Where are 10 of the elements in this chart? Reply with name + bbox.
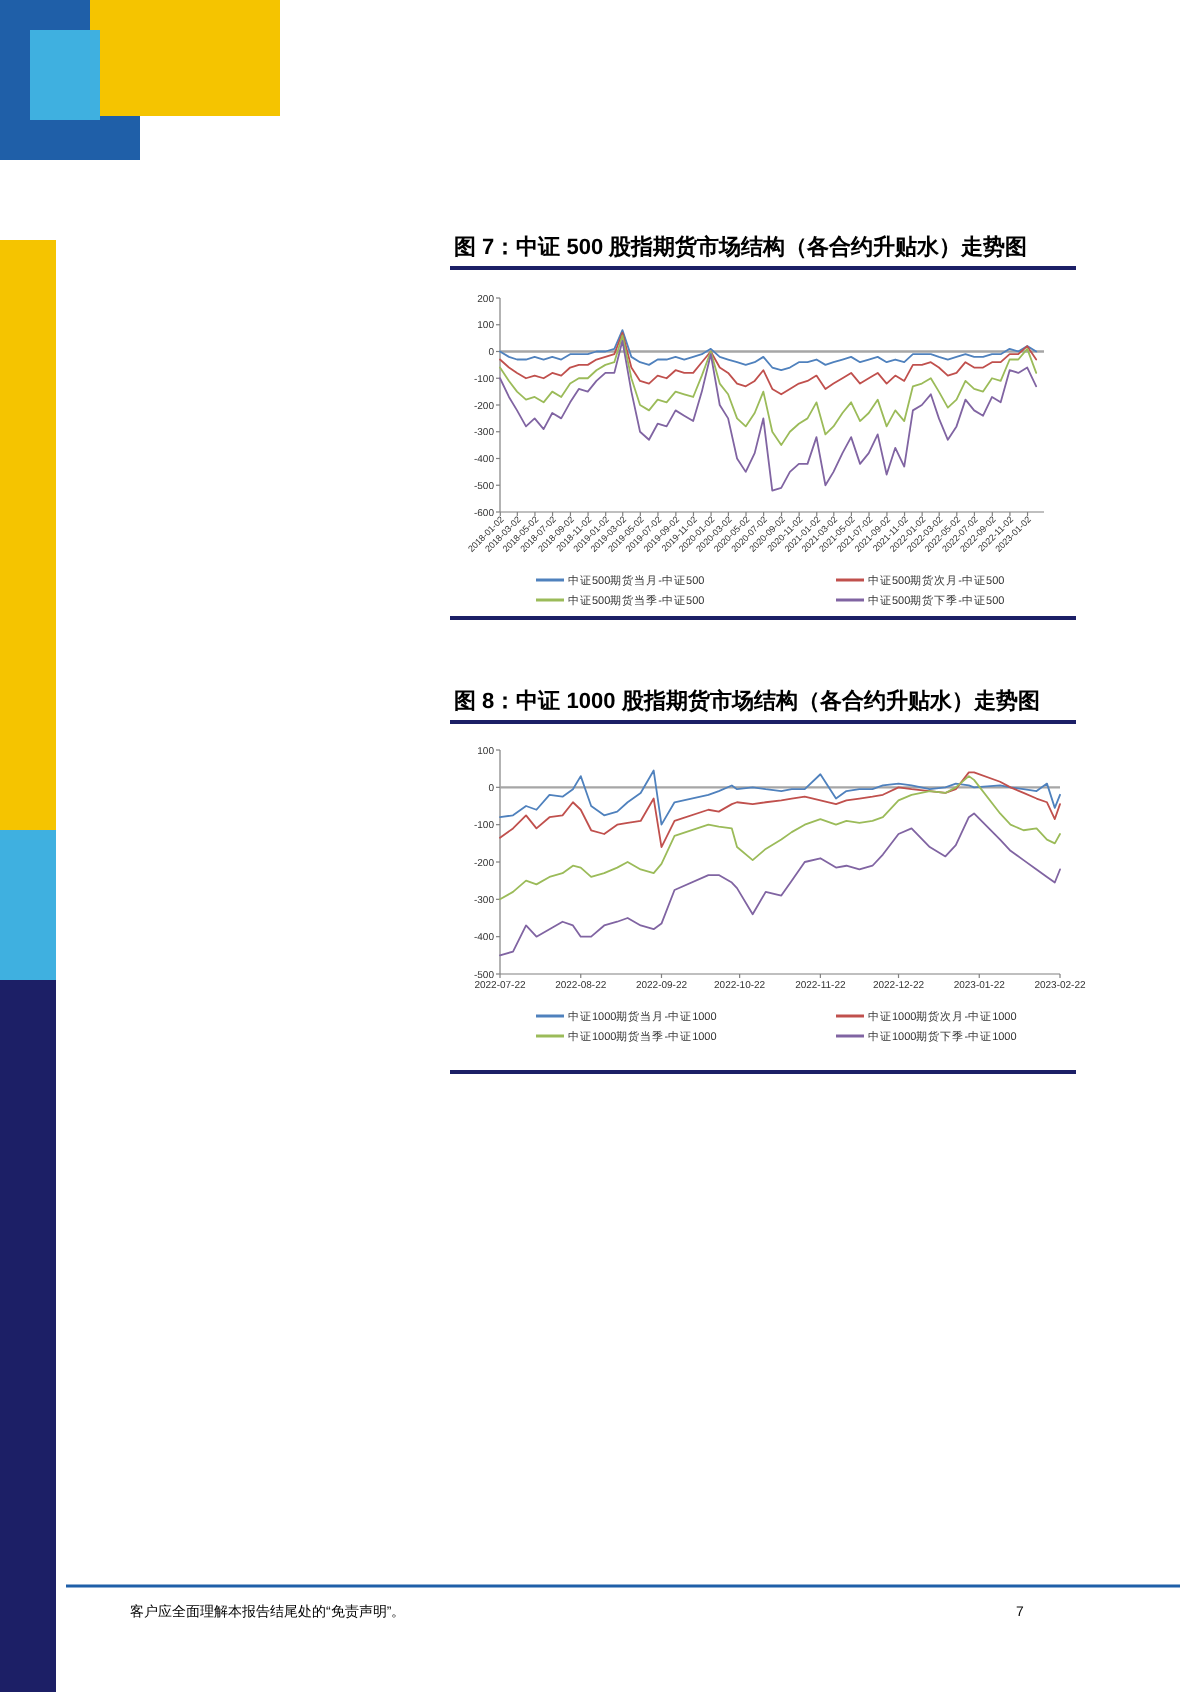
chart-title: 图 8：中证 1000 股指期货市场结构（各合约升贴水）走势图	[454, 688, 1040, 714]
chart-title: 图 7：中证 500 股指期货市场结构（各合约升贴水）走势图	[454, 234, 1028, 260]
line-series	[499, 331, 1038, 396]
line-series	[499, 334, 1038, 447]
line-series	[499, 775, 1061, 901]
line-series	[499, 812, 1061, 957]
line-series	[499, 771, 1061, 848]
line-series	[499, 339, 1038, 492]
line-series	[499, 329, 1038, 372]
line-series	[499, 769, 1061, 826]
